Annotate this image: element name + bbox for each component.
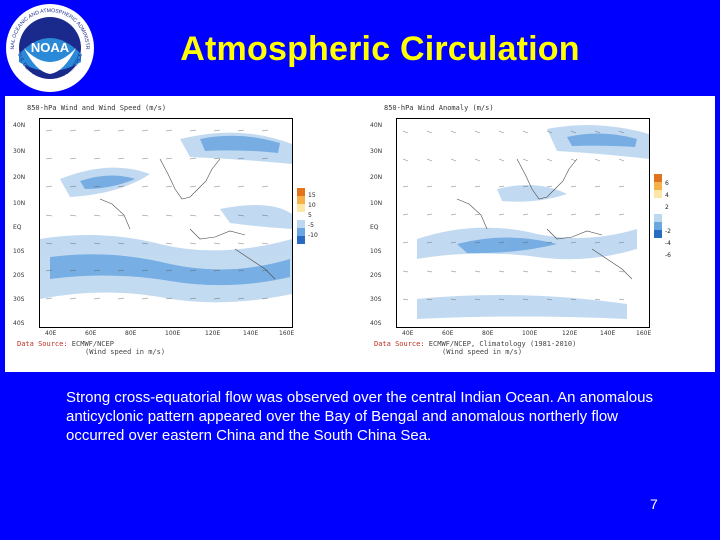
lat-label: 40N (370, 122, 383, 129)
logo-center-text: NOAA (31, 40, 70, 55)
colorbar-label: 4 (665, 192, 669, 199)
wind-map-figure: 850-hPa Wind and Wind Speed (m/s) (5, 96, 358, 372)
lon-label: 100E (165, 330, 181, 337)
colorbar-label: 15 (308, 192, 316, 199)
source-value: ECMWF/NCEP, Climatology (1981-2010) (428, 340, 577, 348)
colorbar-label: -4 (665, 240, 671, 247)
lon-label: 120E (562, 330, 578, 337)
lon-label: 140E (600, 330, 616, 337)
lat-label: 30N (370, 148, 383, 155)
colorbar-label: -10 (308, 232, 318, 239)
noaa-logo: NOAA NATIONAL OCEANIC AND ATMOSPHERIC AD… (2, 0, 96, 94)
lat-label: 20S (13, 272, 25, 279)
source-label: Data Source: (374, 340, 425, 348)
wind-anomaly-map-figure: 850-hPa Wind Anomaly (m/s) (362, 96, 715, 372)
lon-label: 100E (522, 330, 538, 337)
figure-panel: 850-hPa Wind and Wind Speed (m/s) (5, 96, 715, 372)
lat-label: 10N (370, 200, 383, 207)
source-label: Data Source: (17, 340, 68, 348)
lon-label: 80E (125, 330, 137, 337)
lon-label: 60E (442, 330, 454, 337)
lon-label: 160E (279, 330, 295, 337)
lat-label: 10S (370, 248, 382, 255)
lon-label: 160E (636, 330, 652, 337)
lat-label: 10N (13, 200, 26, 207)
wind-map-plot (39, 118, 293, 328)
colorbar-label: 10 (308, 202, 316, 209)
lon-label: 60E (85, 330, 97, 337)
data-source: Data Source: ECMWF/NCEP, Climatology (19… (374, 340, 576, 356)
colorbar-label: -2 (665, 228, 671, 235)
lon-label: 120E (205, 330, 221, 337)
lat-label: 30S (13, 296, 25, 303)
colorbar-label: -6 (665, 252, 671, 259)
colorbar (297, 188, 305, 246)
map-header: 850-hPa Wind and Wind Speed (m/s) (27, 104, 167, 112)
wind-anomaly-map-plot (396, 118, 650, 328)
lat-label: 30N (13, 148, 26, 155)
data-source: Data Source: ECMWF/NCEP (Wind speed in m… (17, 340, 165, 356)
lat-label: 20N (370, 174, 383, 181)
source-note: (Wind speed in m/s) (442, 348, 523, 356)
colorbar (654, 174, 662, 270)
lat-label: 20S (370, 272, 382, 279)
colorbar-label: 6 (665, 180, 669, 187)
lat-label: EQ (13, 224, 22, 231)
colorbar-label: 2 (665, 204, 669, 211)
lat-label: 20N (13, 174, 26, 181)
lon-label: 140E (243, 330, 259, 337)
page-number: 7 (650, 496, 658, 512)
lat-label: 40N (13, 122, 26, 129)
lon-label: 40E (402, 330, 414, 337)
lat-label: 10S (13, 248, 25, 255)
map-header: 850-hPa Wind Anomaly (m/s) (384, 104, 494, 112)
slide-body-text: Strong cross-equatorial flow was observe… (66, 389, 653, 444)
colorbar-label: 5 (308, 212, 312, 219)
lat-label: EQ (370, 224, 379, 231)
source-value: ECMWF/NCEP (71, 340, 114, 348)
lon-label: 40E (45, 330, 57, 337)
lat-label: 40S (13, 320, 25, 327)
lat-label: 40S (370, 320, 382, 327)
lon-label: 80E (482, 330, 494, 337)
source-note: (Wind speed in m/s) (85, 348, 166, 356)
colorbar-label: -5 (308, 222, 314, 229)
lat-label: 30S (370, 296, 382, 303)
slide-title: Atmospheric Circulation (180, 30, 580, 68)
